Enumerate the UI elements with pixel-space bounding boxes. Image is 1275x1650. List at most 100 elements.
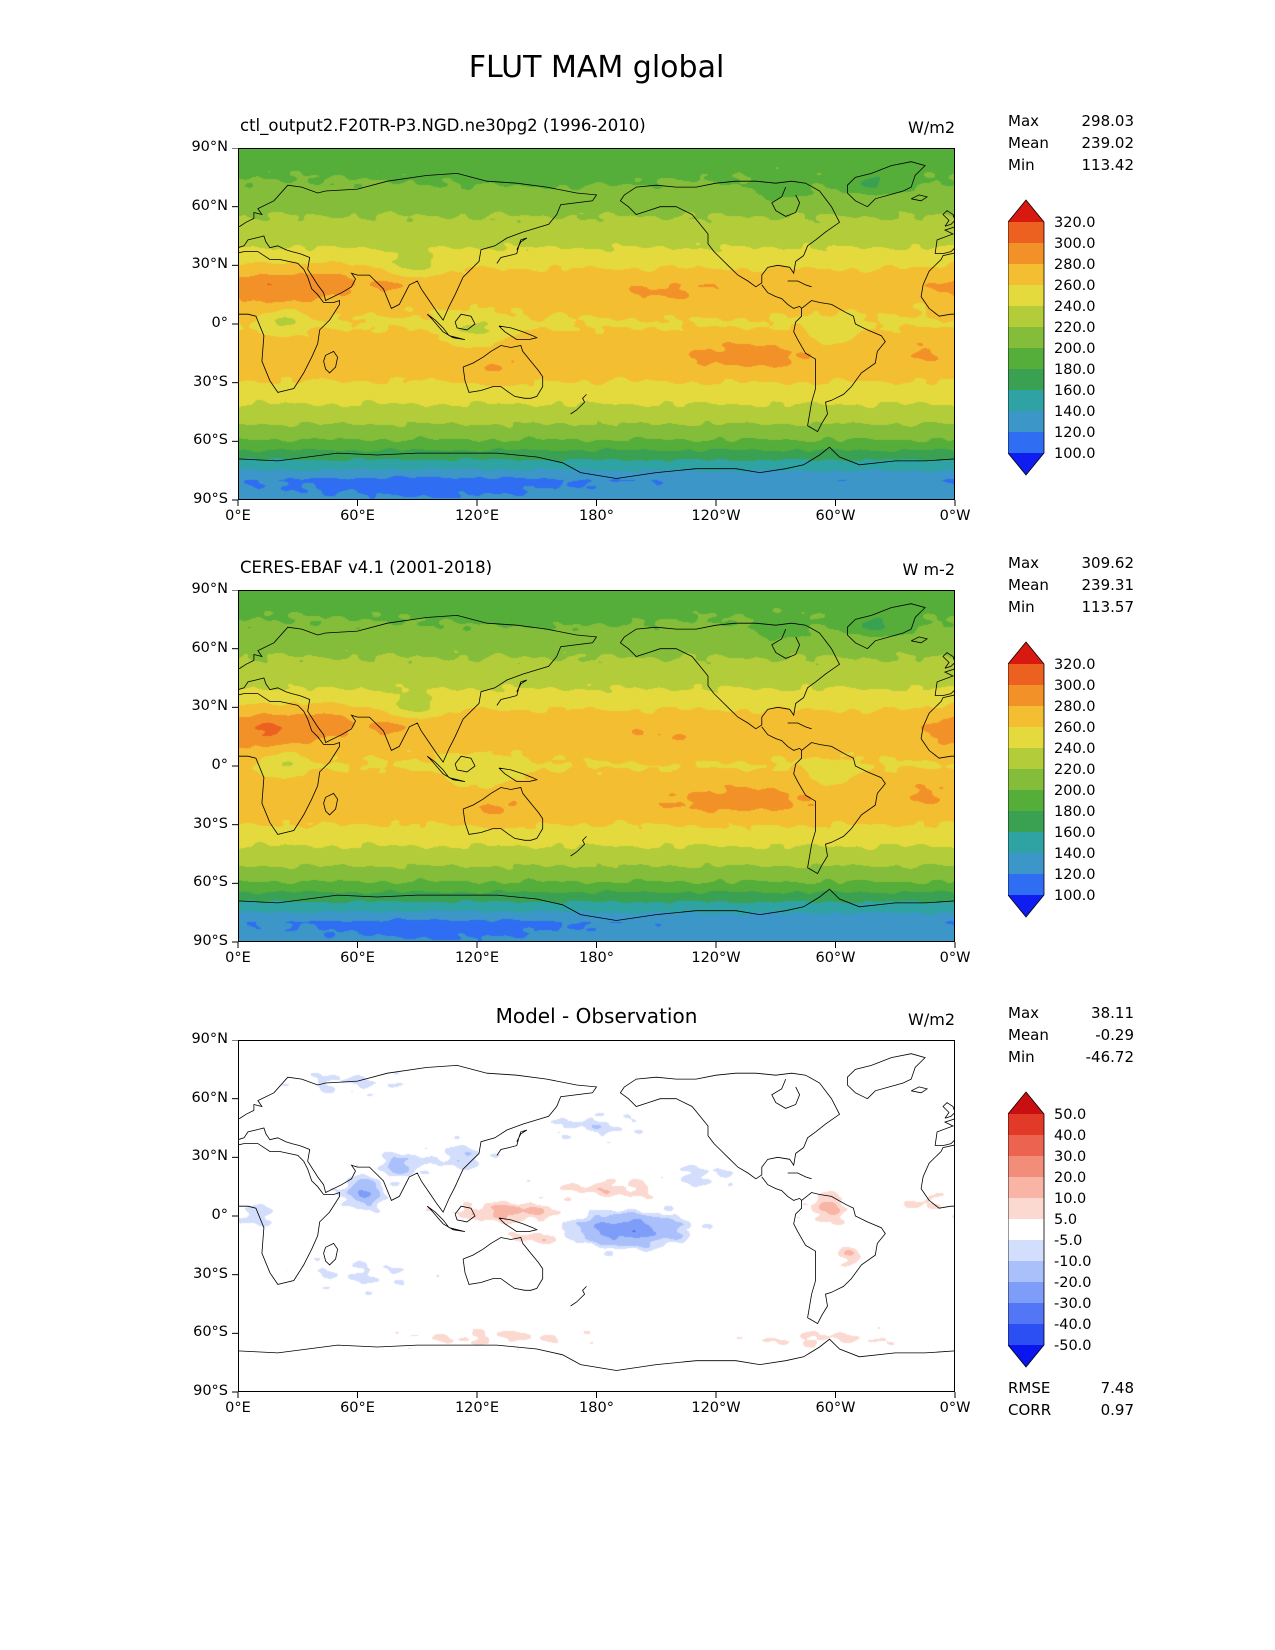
lat-tick-label: 60°S <box>193 1324 228 1341</box>
colorbar-band <box>1008 369 1044 390</box>
stat-row: Mean 239.31 <box>1008 574 1134 596</box>
difference-map-canvas <box>238 1040 955 1392</box>
lat-tick-label: 30°N <box>191 698 228 715</box>
lat-tick-label: 0° <box>211 757 228 773</box>
lat-tick-label: 90°N <box>191 1031 228 1047</box>
colorbar-over-arrow <box>1008 642 1044 664</box>
lat-tick-label: 30°S <box>193 373 228 390</box>
lat-tick-label: 60°N <box>191 197 228 214</box>
colorbar-tick-label: 240.0 <box>1054 741 1096 757</box>
stat-label: Mean <box>1008 576 1049 594</box>
metric-value: 7.48 <box>1100 1379 1134 1397</box>
colorbar-band <box>1008 1156 1044 1177</box>
colorbar-tick-label: 180.0 <box>1054 804 1096 820</box>
colorbar-band <box>1008 769 1044 790</box>
colorbar-band <box>1008 1282 1044 1303</box>
colorbar-tick-label: -20.0 <box>1054 1275 1092 1291</box>
colorbar-band <box>1008 1261 1044 1282</box>
colorbar-band <box>1008 411 1044 432</box>
stat-label: Max <box>1008 554 1040 572</box>
lat-tick-label: 90°N <box>191 139 228 155</box>
panel-model-title: ctl_output2.F20TR-P3.NGD.ne30pg2 (1996-2… <box>240 116 646 135</box>
metric-row: RMSE 7.48 <box>1008 1377 1134 1399</box>
colorbar-band <box>1008 1135 1044 1156</box>
colorbar-under-arrow <box>1008 1345 1044 1367</box>
colorbar-tick-label: 50.0 <box>1054 1107 1086 1123</box>
colorbar-tick-label: 280.0 <box>1054 257 1096 273</box>
stat-label: Mean <box>1008 1026 1049 1044</box>
metric-label: RMSE <box>1008 1379 1051 1397</box>
difference-colorbar: 50.0 40.0 30.0 20.0 10.0 5.0 -5.0 -10.0 -20.0 -30… <box>1008 1091 1092 1368</box>
stat-row: Min 113.57 <box>1008 596 1134 618</box>
colorbar-tick-label: 220.0 <box>1054 762 1096 778</box>
stat-row: Min 113.42 <box>1008 154 1134 176</box>
colorbar-tick-label: 260.0 <box>1054 720 1096 736</box>
panel-observation-units: W m-2 <box>902 560 955 579</box>
colorbar-band <box>1008 1219 1044 1240</box>
lon-tick-label: 60°E <box>340 508 375 524</box>
metrics-block: RMSE 7.48 CORR 0.97 <box>1008 1377 1134 1421</box>
colorbar-tick-label: 5.0 <box>1054 1212 1077 1228</box>
colorbar-band <box>1008 1114 1044 1135</box>
colorbar-under-arrow <box>1008 453 1044 475</box>
lat-tick-label: 60°S <box>193 874 228 891</box>
stat-row: Max 298.03 <box>1008 110 1134 132</box>
colorbar-band <box>1008 1303 1044 1324</box>
colorbar-band <box>1008 264 1044 285</box>
colorbar-band <box>1008 348 1044 369</box>
lon-tick-label: 60°W <box>815 508 856 524</box>
colorbar-tick-label: 260.0 <box>1054 278 1096 294</box>
stat-value: 38.11 <box>1091 1004 1134 1022</box>
colorbar-outline <box>1008 1091 1045 1368</box>
lat-tick-label: 90°S <box>193 933 228 949</box>
lon-tick-label: 60°E <box>340 950 375 966</box>
colorbar-band <box>1008 832 1044 853</box>
stat-row: Max 309.62 <box>1008 552 1134 574</box>
stat-label: Mean <box>1008 134 1049 152</box>
colorbar-tick-label: 30.0 <box>1054 1149 1086 1165</box>
lon-tick-label: 180° <box>579 508 614 524</box>
stat-value: 239.02 <box>1081 134 1135 152</box>
lat-tick-label: 30°S <box>193 1265 228 1282</box>
colorbar-band <box>1008 327 1044 348</box>
stat-label: Max <box>1008 1004 1040 1022</box>
colorbar-tick-label: 240.0 <box>1054 299 1096 315</box>
panel-difference-units: W/m2 <box>908 1010 955 1029</box>
colorbar-outline <box>1008 199 1045 476</box>
colorbar-tick-label: 300.0 <box>1054 236 1096 252</box>
lon-tick-label: 0°W <box>939 1400 971 1416</box>
colorbar-tick-label: 280.0 <box>1054 699 1096 715</box>
panel-observation-title: CERES-EBAF v4.1 (2001-2018) <box>240 558 493 577</box>
stat-row: Max 38.11 <box>1008 1002 1134 1024</box>
lat-tick-label: 0° <box>211 1207 228 1223</box>
colorbar-tick-label: -40.0 <box>1054 1317 1092 1333</box>
colorbar-over-arrow <box>1008 1092 1044 1114</box>
lon-tick-label: 120°E <box>454 508 500 524</box>
colorbar-band <box>1008 432 1044 453</box>
figure-title: FLUT MAM global <box>468 50 725 85</box>
colorbar-band <box>1008 243 1044 264</box>
lon-tick-label: 180° <box>579 950 614 966</box>
colorbar-tick-label: 300.0 <box>1054 678 1096 694</box>
colorbar-over-arrow <box>1008 200 1044 222</box>
colorbar-band <box>1008 390 1044 411</box>
lat-tick-label: 30°S <box>193 815 228 832</box>
lon-tick-label: 0°E <box>225 1400 251 1416</box>
stat-row: Mean -0.29 <box>1008 1024 1134 1046</box>
colorbar-band <box>1008 706 1044 727</box>
lat-tick-label: 90°N <box>191 581 228 597</box>
colorbar-tick-label: 160.0 <box>1054 825 1096 841</box>
colorbar-tick-label: 200.0 <box>1054 783 1096 799</box>
colorbar-tick-label: 20.0 <box>1054 1170 1086 1186</box>
colorbar-tick-label: 320.0 <box>1054 657 1096 673</box>
lon-tick-label: 60°W <box>815 1400 856 1416</box>
panel-model-stats: Max 298.03 Mean 239.02 Min 113.42 <box>1008 110 1134 176</box>
colorbar-tick-label: -5.0 <box>1054 1233 1082 1249</box>
colorbar-under-arrow <box>1008 895 1044 917</box>
metric-row: CORR 0.97 <box>1008 1399 1134 1421</box>
colorbar-band <box>1008 1240 1044 1261</box>
lon-tick-label: 60°W <box>815 950 856 966</box>
stat-label: Min <box>1008 156 1035 174</box>
colorbar-tick-label: 120.0 <box>1054 867 1096 883</box>
